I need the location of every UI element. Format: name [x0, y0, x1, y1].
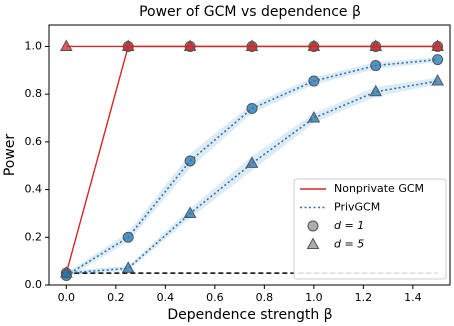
marker	[370, 60, 382, 72]
marker	[308, 75, 320, 87]
marker	[183, 39, 197, 51]
marker	[121, 261, 135, 273]
x-tick-label: 0.0	[58, 291, 76, 304]
y-tick-label: 0.0	[25, 278, 43, 291]
marker	[183, 206, 197, 218]
legend-label: PrivGCM	[334, 201, 380, 214]
x-tick-label: 1.2	[355, 291, 373, 304]
marker	[59, 39, 73, 51]
marker	[59, 266, 73, 278]
x-tick-label: 0.2	[107, 291, 125, 304]
y-tick-label: 0.4	[25, 183, 43, 196]
marker	[432, 54, 444, 66]
marker	[307, 39, 321, 51]
y-tick-label: 0.6	[25, 135, 43, 148]
marker	[121, 39, 135, 51]
legend-label: d = 1	[334, 219, 364, 232]
marker	[122, 231, 134, 243]
marker	[307, 220, 319, 232]
x-tick-label: 1.0	[305, 291, 323, 304]
legend-label: d = 5	[334, 238, 364, 251]
marker	[245, 39, 259, 51]
x-tick-label: 0.6	[206, 291, 224, 304]
y-tick-label: 0.2	[25, 230, 43, 243]
plot-frame	[48, 24, 451, 286]
x-tick-label: 0.4	[157, 291, 175, 304]
x-tick-label: 0.8	[256, 291, 274, 304]
y-axis-label: Power	[2, 134, 18, 177]
chart-title: Power of GCM vs dependence β	[139, 4, 361, 20]
marker	[431, 74, 444, 86]
marker	[369, 39, 383, 51]
marker	[245, 156, 259, 168]
y-tick-label: 1.0	[25, 39, 43, 52]
x-axis-label: Dependence strength β	[167, 307, 332, 323]
marker	[307, 110, 321, 123]
x-tick-label: 1.4	[404, 291, 422, 304]
confidence-band	[66, 57, 438, 278]
y-tick-label: 0.8	[25, 87, 43, 100]
legend-label: Nonprivate GCM	[334, 182, 424, 195]
marker	[246, 102, 258, 114]
marker	[184, 155, 196, 167]
marker	[431, 39, 444, 51]
legend-box	[293, 178, 447, 280]
marker	[369, 84, 383, 97]
marker	[306, 237, 320, 249]
